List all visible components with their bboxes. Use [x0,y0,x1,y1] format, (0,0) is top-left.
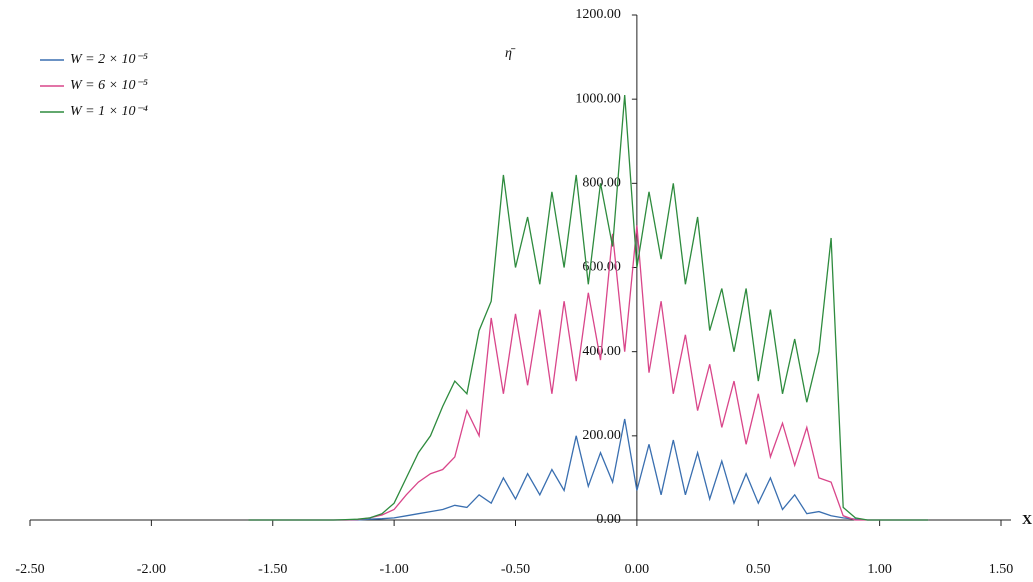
y-axis-label: η̄ [505,46,516,61]
legend-label: W = 6 × 10⁻⁵ [70,78,148,93]
x-axis-label: X [1022,513,1032,528]
y-tick-label: 800.00 [582,176,621,191]
y-tick-label: 1200.00 [575,7,621,22]
x-tick-label: -2.00 [137,562,166,577]
y-tick-label: 600.00 [582,260,621,275]
x-tick-label: -1.00 [380,562,409,577]
x-tick-label: -1.50 [258,562,287,577]
x-tick-label: 0.00 [625,562,650,577]
legend-label: W = 2 × 10⁻⁵ [70,52,148,67]
line-series [248,94,929,521]
y-tick-label: 0.00 [596,512,621,527]
x-tick-label: 0.50 [746,562,771,577]
x-tick-label: -2.50 [15,562,44,577]
y-tick-label: 200.00 [582,428,621,443]
y-tick-label: 1000.00 [575,91,621,106]
line-series [248,418,929,521]
x-tick-label: 1.00 [867,562,892,577]
x-tick-label: 1.50 [989,562,1014,577]
x-tick-label: -0.50 [501,562,530,577]
legend-label: W = 1 × 10⁻⁴ [70,104,148,119]
